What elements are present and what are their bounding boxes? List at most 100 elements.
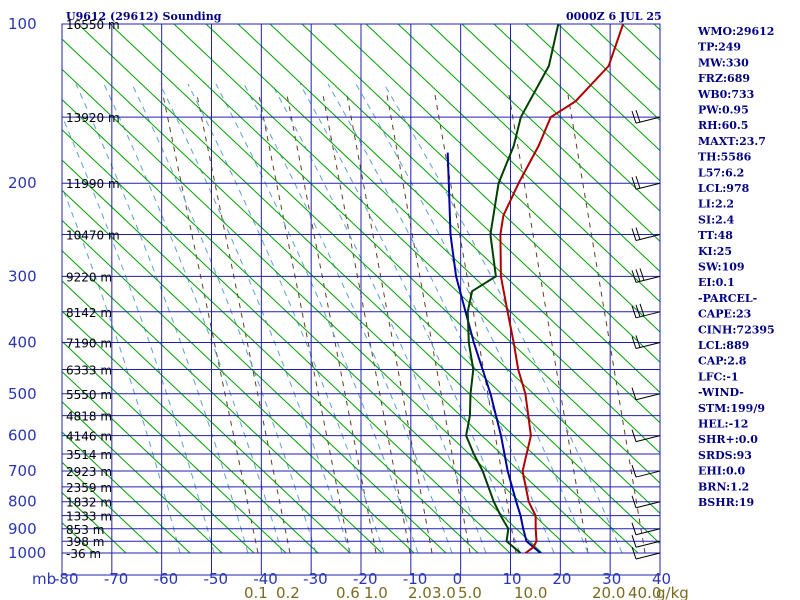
wind-barb-flag (631, 546, 637, 560)
dry-adiabat-line (750, 24, 800, 553)
height-tick-label: 398 m (66, 535, 104, 549)
pressure-tick-label: 100 (8, 15, 37, 33)
height-tick-label: 1832 m (66, 496, 112, 510)
moist-adiabat-line (131, 83, 317, 553)
station-title: U9612 (29612) Sounding (66, 10, 222, 23)
mixing-ratio-line (567, 94, 646, 553)
stability-index-line: LCL:889 (698, 339, 749, 352)
mixing-ratio-label: 0.2 (276, 584, 300, 600)
mixing-ratio-line (258, 94, 351, 553)
wind-barb (635, 528, 661, 536)
pressure-tick-label: 200 (8, 174, 37, 192)
dry-adiabat-line (62, 219, 415, 553)
temperature-tick-label: -60 (154, 570, 179, 588)
mixing-ratio-label: 2.0 (408, 584, 432, 600)
temperature-tick-label: 40 (652, 570, 671, 588)
wind-barbs (631, 109, 661, 560)
pressure-tick-label: 300 (8, 267, 37, 285)
mixing-ratio-label: 20.0 (592, 584, 625, 600)
stability-index-line: CINH:72395 (698, 323, 775, 336)
mixing-ratio-label: 0.6 (336, 584, 360, 600)
dry-adiabat-line (62, 250, 383, 553)
pressure-tick-label: 800 (8, 493, 37, 511)
wind-barb-flag (631, 177, 637, 190)
pressure-tick-label: 600 (8, 427, 37, 445)
parcel-curve (446, 152, 542, 553)
stability-index-line: TT:48 (698, 229, 733, 242)
wind-barb-flag (631, 305, 637, 318)
dry-adiabat-line (365, 24, 660, 303)
wind-barb (635, 470, 661, 478)
stability-index-line: SHR+:0.0 (698, 433, 758, 446)
wind-barb-flag (631, 535, 637, 548)
stability-index-line: WMO:29612 (697, 25, 774, 38)
wind-barb-flag (631, 110, 637, 124)
moist-adiabat-line (62, 185, 181, 553)
temperature-tick-label: -20 (353, 570, 378, 588)
dry-adiabat-line (62, 310, 319, 553)
stability-index-line: KI:25 (698, 245, 732, 258)
dry-adiabat-line (62, 159, 479, 553)
moist-adiabat-line (327, 83, 555, 553)
temperature-tick-label: 20 (552, 570, 571, 588)
temperature-tick-label: -40 (253, 570, 277, 588)
dry-adiabat-line (493, 24, 660, 182)
wind-barb-flag (635, 227, 641, 240)
pressure-tick-label: 700 (8, 462, 37, 480)
dry-adiabat-line (62, 401, 223, 553)
stability-index-line: TP:249 (698, 41, 741, 54)
stability-indices: WMO:29612 TP:249 MW:330 FRZ:689 WB0:733 PW:0.… (697, 25, 775, 509)
height-tick-label: 4146 m (66, 430, 112, 444)
moist-adiabat-line (159, 83, 351, 553)
dry-adiabat-line (62, 461, 159, 553)
dry-adiabat-line (62, 431, 191, 553)
wind-barb-flag (631, 270, 637, 283)
dry-adiabat-line (237, 24, 660, 424)
dry-adiabat-line (141, 24, 660, 515)
height-tick-label: 3514 m (66, 448, 112, 462)
temperature-tick-label: -70 (104, 570, 129, 588)
dry-adiabat-line (62, 340, 287, 553)
dry-adiabat-line (525, 24, 660, 152)
temperature-curve (499, 24, 625, 553)
wind-barb (635, 435, 661, 443)
pressure-tick-label: 400 (8, 333, 37, 351)
wind-barb (635, 393, 661, 401)
dry-adiabat-line (62, 280, 351, 553)
stability-index-line: WB0:733 (697, 88, 754, 101)
sounding-profiles (446, 24, 625, 553)
temperature-tick-label: 0 (453, 570, 463, 588)
wind-barb (635, 540, 661, 548)
dry-adiabat-line (397, 24, 660, 273)
mixing-ratio-label: 10.0 (514, 584, 547, 600)
dry-adiabat-line (589, 24, 660, 91)
stability-index-line: -PARCEL- (698, 292, 757, 305)
dry-adiabat-line (62, 38, 607, 553)
height-tick-label: 5550 m (66, 388, 112, 402)
dry-adiabats (62, 24, 800, 553)
dry-adiabat-line (62, 129, 511, 553)
isobar-isotherm-grid (61, 23, 661, 576)
wind-barb-flag (631, 464, 637, 478)
height-tick-label: 853 m (66, 523, 104, 537)
stability-index-line: LCL:978 (698, 182, 750, 195)
stability-index-line: RH:60.5 (698, 119, 748, 132)
moist-adiabat-line (383, 83, 623, 553)
stability-index-line: CAP:2.8 (698, 355, 747, 368)
stability-index-line: SI:2.4 (698, 213, 735, 226)
stability-index-line: L57:6.2 (698, 166, 744, 179)
moist-adiabat-line (103, 83, 283, 553)
mixing-ratio-label: 5.0 (458, 584, 482, 600)
wind-barb-flag (635, 269, 641, 282)
moist-adiabat-line (187, 83, 385, 553)
plot-frame (61, 23, 661, 576)
wind-barb-flag (631, 228, 637, 241)
stability-index-line: HEL:-12 (698, 418, 748, 431)
stability-index-line: STM:199/9 (698, 402, 765, 415)
dry-adiabat-line (109, 24, 660, 545)
dry-adiabat-line (269, 24, 660, 394)
moist-adiabat-line (355, 83, 589, 553)
stability-index-line: BSHR:19 (698, 496, 754, 509)
stability-index-line: -WIND- (698, 386, 744, 399)
